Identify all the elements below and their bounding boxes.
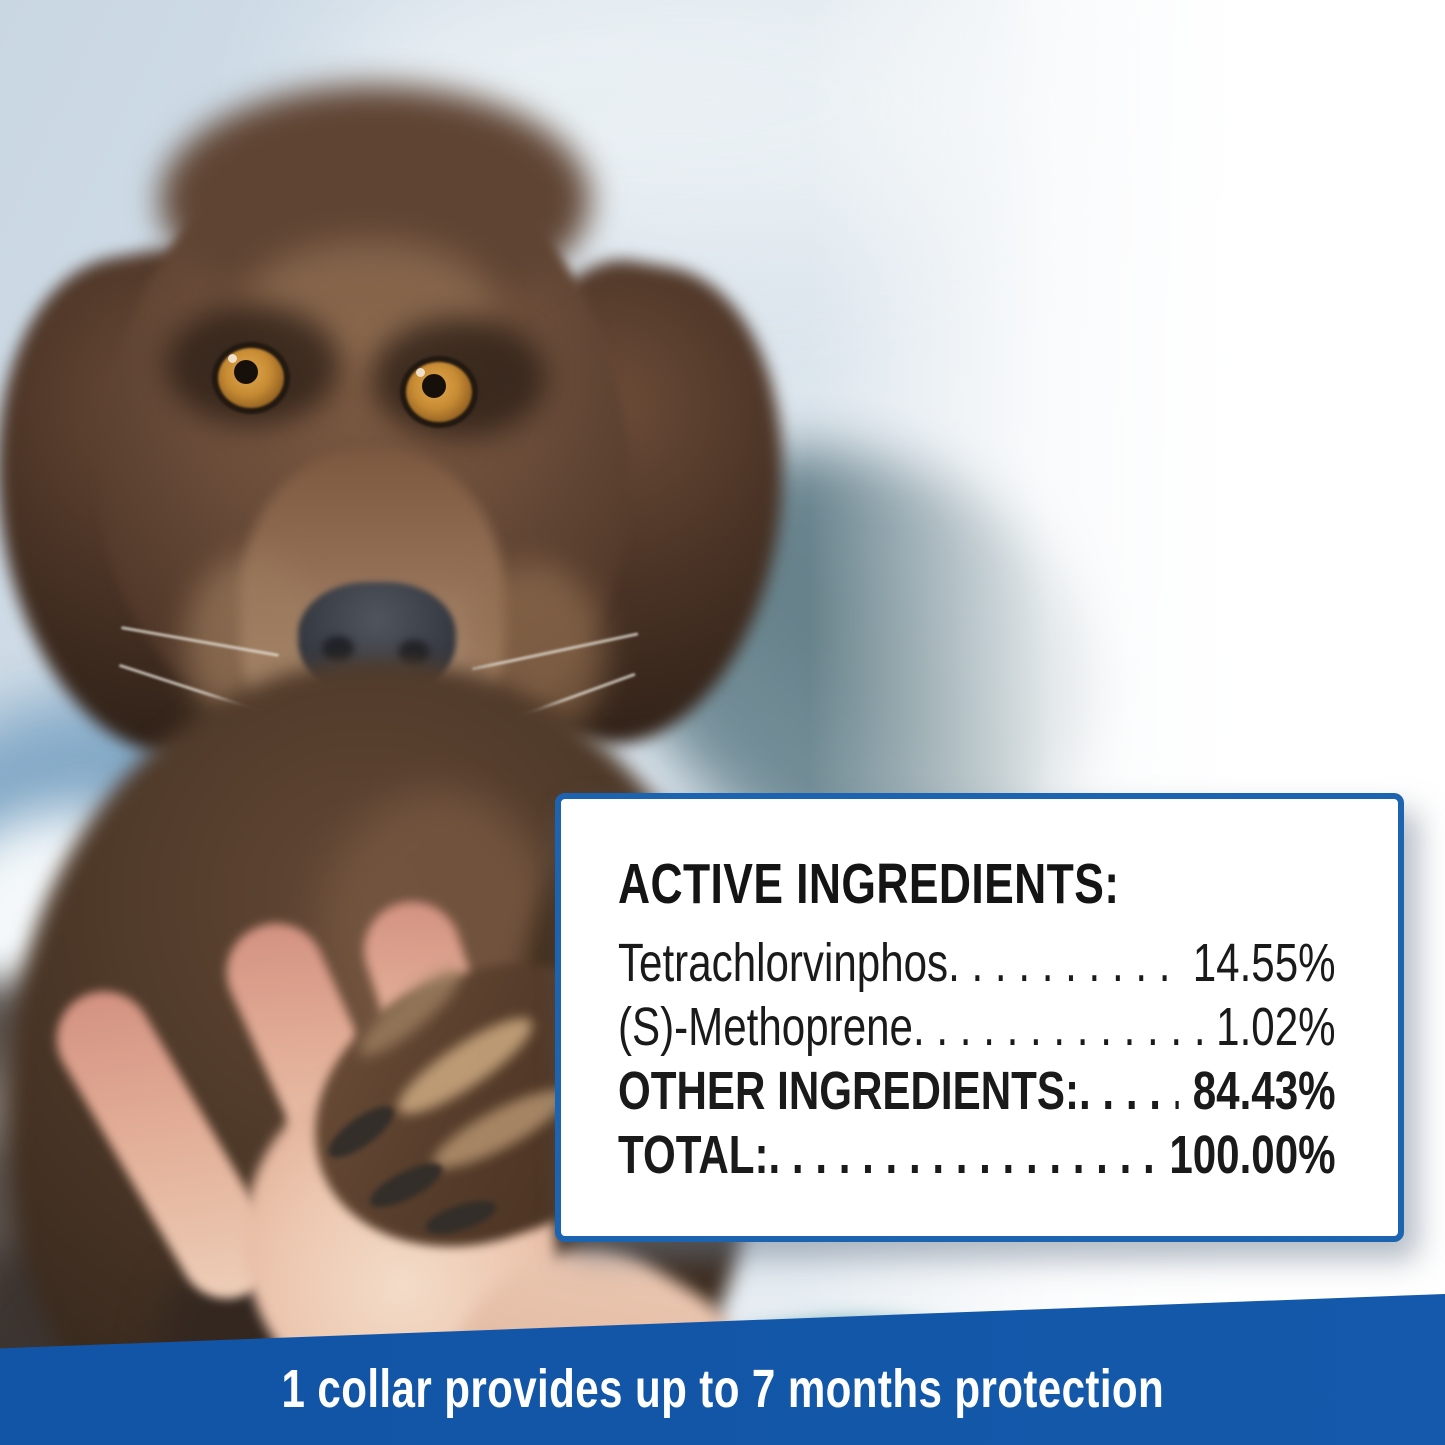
- ingredient-row: (S)-Methoprene. . . . . . . . . . . . . …: [618, 995, 1336, 1059]
- ingredient-name: TOTAL:: [618, 1125, 769, 1185]
- ingredient-value: 84.43%: [1192, 1061, 1336, 1121]
- dog-left-nostril: [322, 636, 354, 662]
- banner-text: 1 collar provides up to 7 months protect…: [281, 1359, 1164, 1419]
- dot-leader: . . . . . . . . . . . . . .: [912, 997, 1203, 1057]
- ingredient-name: (S)-Methoprene: [618, 997, 913, 1057]
- ingredient-row: Tetrachlorvinphos. . . . . . . . . . . 1…: [618, 931, 1336, 995]
- dog-right-eye-glint: [416, 368, 425, 377]
- ingredient-value: 14.55%: [1192, 933, 1336, 993]
- ingredients-text-block: ACTIVE INGREDIENTS: Tetrachlorvinphos. .…: [618, 851, 1336, 1187]
- dog-right-pupil: [422, 374, 446, 398]
- ingredients-heading: ACTIVE INGREDIENTS:: [618, 852, 1120, 916]
- ingredient-name: Tetrachlorvinphos: [618, 933, 949, 993]
- ingredient-value: 1.02%: [1216, 997, 1336, 1057]
- ingredients-panel: ACTIVE INGREDIENTS: Tetrachlorvinphos. .…: [555, 793, 1404, 1242]
- dot-leader: . . . . . . . . . . .: [948, 933, 1179, 993]
- dog-right-eye: [400, 356, 478, 428]
- ingredient-value: 100.00%: [1169, 1125, 1336, 1185]
- ingredient-name-group: OTHER INGREDIENTS:. . . . . .: [618, 1059, 1179, 1123]
- ingredient-name-group: (S)-Methoprene. . . . . . . . . . . . . …: [618, 995, 1202, 1059]
- dog-left-pupil: [234, 360, 258, 384]
- ingredient-name: OTHER INGREDIENTS:: [618, 1061, 1080, 1121]
- dot-leader: . . . . . .: [1079, 1061, 1179, 1121]
- ingredient-name-group: TOTAL:. . . . . . . . . . . . . . . . . …: [618, 1123, 1155, 1187]
- ingredient-row: TOTAL:. . . . . . . . . . . . . . . . . …: [618, 1123, 1336, 1187]
- ingredient-row: OTHER INGREDIENTS:. . . . . . 84.43%: [618, 1059, 1336, 1123]
- banner-text-wrap: 1 collar provides up to 7 months protect…: [0, 1358, 1445, 1420]
- dog-left-eye-glint: [228, 354, 237, 363]
- ingredient-name-group: Tetrachlorvinphos. . . . . . . . . . .: [618, 931, 1179, 995]
- dog-left-eye: [212, 342, 290, 414]
- ingredients-panel-content: ACTIVE INGREDIENTS: Tetrachlorvinphos. .…: [618, 851, 1445, 1187]
- dot-leader: . . . . . . . . . . . . . . . . . .: [768, 1125, 1156, 1185]
